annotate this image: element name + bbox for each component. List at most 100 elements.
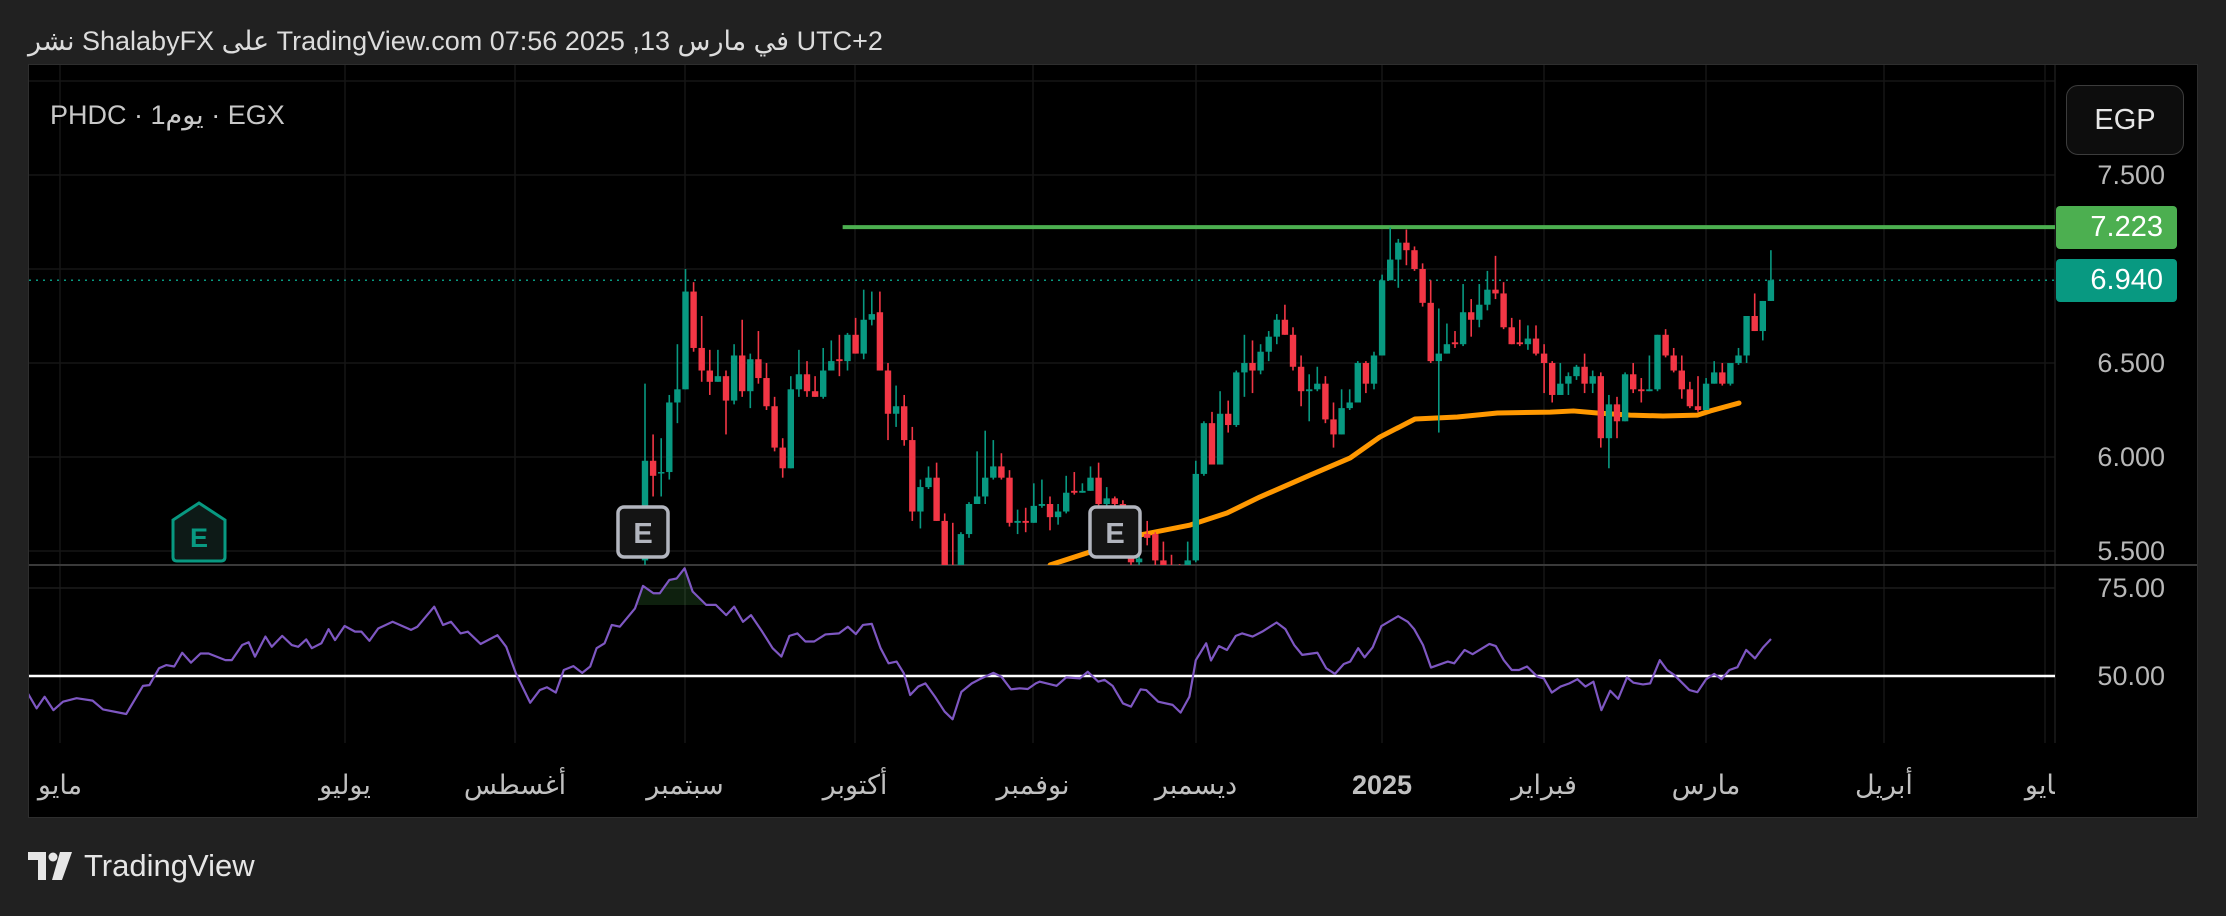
candle: [1557, 363, 1564, 395]
candle-body: [1289, 334, 1297, 367]
candle-body: [1152, 534, 1159, 561]
candle-body: [1670, 355, 1677, 371]
time-label-august: أغسطس: [463, 770, 567, 800]
candle: [1200, 421, 1208, 476]
candle: [1014, 509, 1021, 535]
time-label-july: يوليو: [319, 770, 371, 800]
candle-body: [1216, 413, 1224, 465]
candle: [1516, 319, 1523, 347]
candle-body: [1759, 300, 1766, 332]
candle-body: [1046, 504, 1054, 518]
candle-body: [666, 402, 673, 473]
chart-panel[interactable]: [28, 64, 2198, 818]
candle: [1071, 472, 1078, 495]
candle-body: [1006, 477, 1013, 523]
candle-body: [950, 574, 956, 589]
time-axis[interactable]: مايو يوليو أغسطس سبتمبر أكتوبر نوفمبر دي…: [28, 760, 2055, 810]
candle-body: [1063, 492, 1070, 512]
badge-text: E: [190, 523, 208, 553]
candle-body: [852, 334, 859, 354]
candle-body: [1249, 363, 1256, 371]
candle-body: [1144, 534, 1151, 538]
candle: [1038, 479, 1046, 508]
candle: [820, 347, 827, 399]
candle-body: [747, 359, 754, 392]
candle: [730, 344, 738, 405]
candle-body: [1581, 366, 1588, 384]
badge-shape: [616, 505, 670, 559]
badge-text: E: [633, 518, 652, 550]
candle: [1249, 340, 1256, 394]
candle-body: [1346, 402, 1353, 409]
candle: [1054, 504, 1062, 525]
candle-body: [1419, 269, 1426, 303]
candle-body: [1597, 376, 1604, 439]
candle-body: [1662, 334, 1669, 356]
candle: [1751, 293, 1758, 332]
earnings-upcoming-icon: E: [171, 501, 227, 563]
price-tick: 6.500: [2097, 348, 2165, 378]
candle: [763, 363, 770, 410]
candle: [1030, 483, 1037, 523]
candle-body: [1087, 477, 1094, 491]
candle: [1184, 541, 1191, 565]
rsi-tick: 75.00: [2097, 573, 2165, 603]
candle: [965, 502, 973, 538]
candle-body: [1516, 342, 1523, 345]
candle-body: [1184, 560, 1191, 565]
candle-body: [876, 312, 884, 371]
candle-body: [1451, 342, 1459, 345]
candle: [844, 332, 851, 371]
candle: [1743, 316, 1750, 363]
candle: [1087, 466, 1094, 491]
candle: [876, 291, 884, 371]
candle-body: [1038, 504, 1046, 506]
candle-body: [1646, 389, 1653, 392]
candle: [1208, 411, 1216, 465]
candle: [1662, 329, 1669, 358]
candle-body: [1743, 316, 1750, 356]
candle: [957, 532, 965, 565]
candle: [1152, 532, 1159, 565]
price-tick: 7.500: [2097, 160, 2165, 190]
candle-body: [1095, 477, 1102, 504]
candle-body: [1111, 498, 1118, 504]
candle-body: [1265, 336, 1272, 352]
candle-body: [990, 466, 997, 478]
candle: [1654, 334, 1661, 392]
candle: [674, 344, 681, 424]
candle: [1322, 376, 1329, 424]
candle: [982, 430, 989, 504]
symbol-legend[interactable]: PHDC · 1يوم · EGX: [50, 100, 285, 130]
candle-body: [1014, 520, 1021, 523]
candle-body: [1022, 520, 1029, 523]
candle: [1573, 364, 1580, 380]
candle: [1103, 487, 1110, 506]
candle: [1225, 400, 1232, 433]
tradingview-logo[interactable]: TradingView: [28, 848, 255, 884]
candle: [1435, 308, 1442, 433]
candle: [1046, 496, 1054, 531]
earnings-icon: E: [1088, 505, 1142, 559]
candle: [998, 453, 1005, 480]
candle: [1500, 282, 1507, 330]
candle: [714, 349, 722, 382]
candle: [1395, 238, 1402, 288]
candle-body: [1557, 383, 1564, 395]
candle-body: [1395, 242, 1402, 260]
candle: [1621, 372, 1629, 422]
candle: [973, 451, 981, 504]
candle-body: [1476, 304, 1483, 320]
candle-body: [1306, 389, 1313, 392]
candle-body: [1719, 372, 1726, 384]
rsi-pane[interactable]: [28, 567, 2055, 721]
candle-body: [1071, 490, 1078, 493]
price-pane[interactable]: [29, 225, 2055, 607]
candle: [779, 438, 786, 478]
candle: [1524, 325, 1532, 350]
candle-body: [1459, 312, 1467, 345]
candle-body: [1030, 505, 1037, 523]
currency-button[interactable]: EGP: [2066, 85, 2184, 155]
candle: [795, 349, 803, 397]
